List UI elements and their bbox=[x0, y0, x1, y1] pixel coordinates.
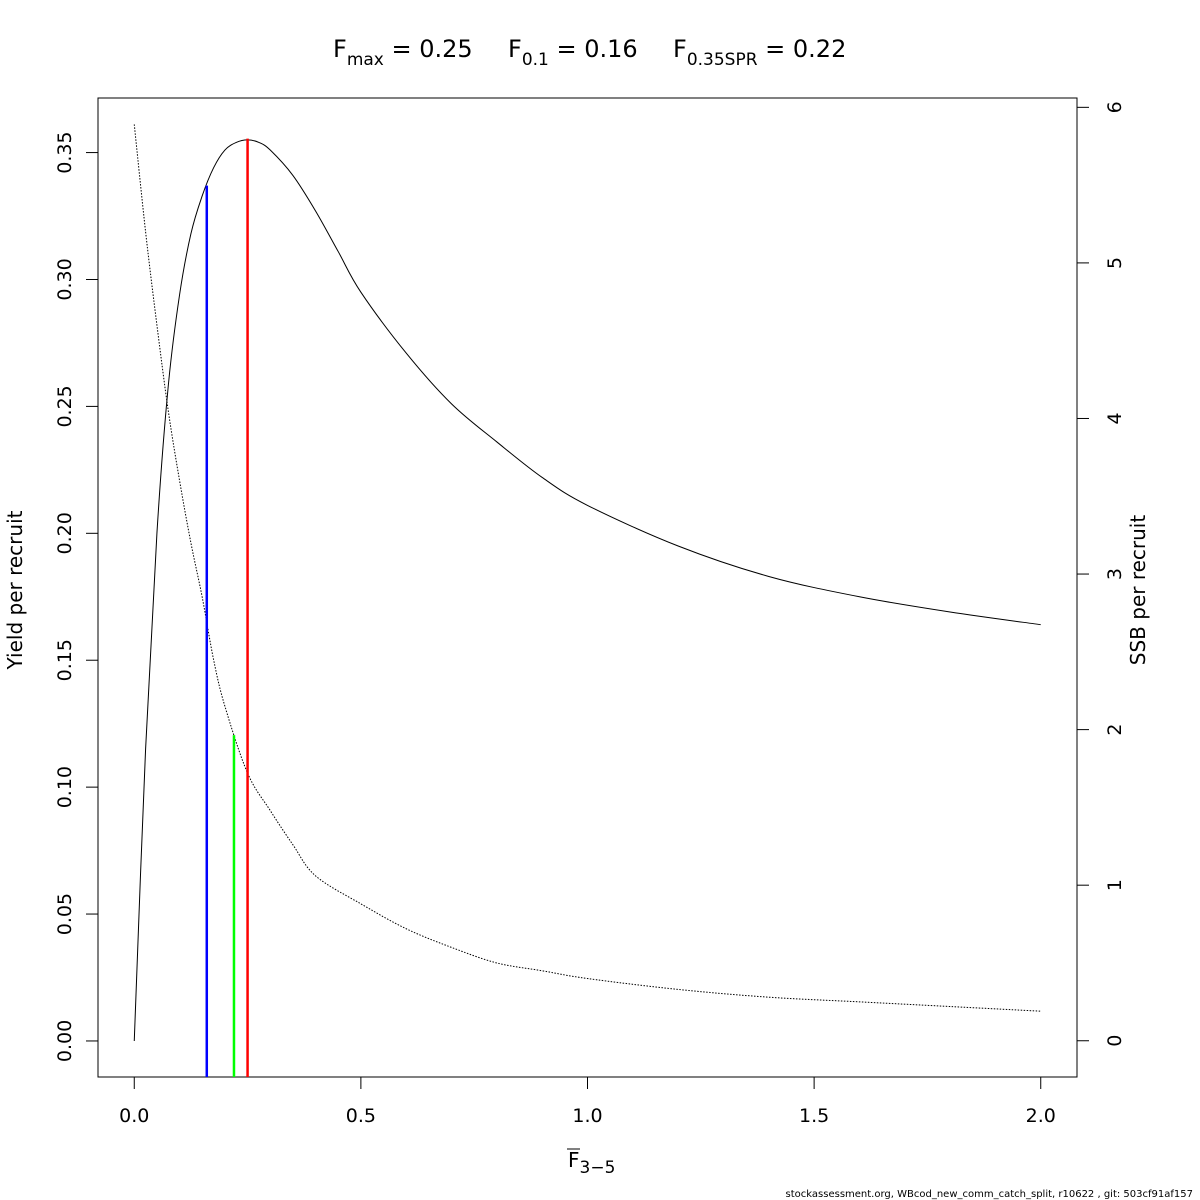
x-tick-label: 1.5 bbox=[799, 1105, 829, 1127]
y2-tick-label: 4 bbox=[1104, 412, 1126, 424]
x-tick-label: 1.0 bbox=[572, 1105, 602, 1127]
y2-tick-label: 0 bbox=[1104, 1035, 1126, 1047]
y-tick-label: 0.05 bbox=[54, 893, 76, 935]
x-tick-label: 2.0 bbox=[1026, 1105, 1056, 1127]
axes-group: 0.0 0.5 1.0 1.5 2.0 0.00 0.05 0.10 0.15 0.20 0.25 0… bbox=[54, 101, 1126, 1127]
x-axis-title: F3−5 bbox=[568, 1148, 615, 1178]
chart-title: Fmax = 0.25 F0.1 = 0.16 F0.35SPR = 0.22 bbox=[333, 35, 846, 70]
title-fspr: F0.35SPR = 0.22 bbox=[673, 35, 846, 70]
y-tick-label: 0.30 bbox=[54, 258, 76, 300]
title-fmax: Fmax = 0.25 bbox=[333, 35, 480, 70]
y-tick-label: 0.20 bbox=[54, 512, 76, 554]
y-tick-label: 0.35 bbox=[54, 131, 76, 173]
data-marks bbox=[133, 124, 1041, 1077]
y-tick-label: 0.10 bbox=[54, 766, 76, 808]
yield-per-recruit-line bbox=[133, 139, 1041, 1041]
plot-frame bbox=[97, 97, 1078, 1078]
y-tick-label: 0.25 bbox=[54, 385, 76, 427]
y-tick-label: 0.15 bbox=[54, 639, 76, 681]
y2-tick-label: 3 bbox=[1104, 568, 1126, 580]
ssb-per-recruit-line bbox=[133, 124, 1041, 1012]
footer-credit: stockassessment.org, WBcod_new_comm_catc… bbox=[786, 1189, 1193, 1200]
y-axis-title: Yield per recruit bbox=[3, 510, 27, 670]
y2-tick-label: 2 bbox=[1104, 724, 1126, 736]
x-tick-label: 0.0 bbox=[119, 1105, 149, 1127]
y-tick-label: 0.00 bbox=[54, 1020, 76, 1062]
y2-tick-label: 5 bbox=[1104, 257, 1126, 269]
y2-axis-title: SSB per recruit bbox=[1126, 515, 1150, 666]
title-f01: F0.1 = 0.16 bbox=[508, 35, 645, 70]
y2-tick-label: 1 bbox=[1104, 879, 1126, 891]
y2-tick-label: 6 bbox=[1104, 101, 1126, 113]
x-tick-label: 0.5 bbox=[346, 1105, 376, 1127]
